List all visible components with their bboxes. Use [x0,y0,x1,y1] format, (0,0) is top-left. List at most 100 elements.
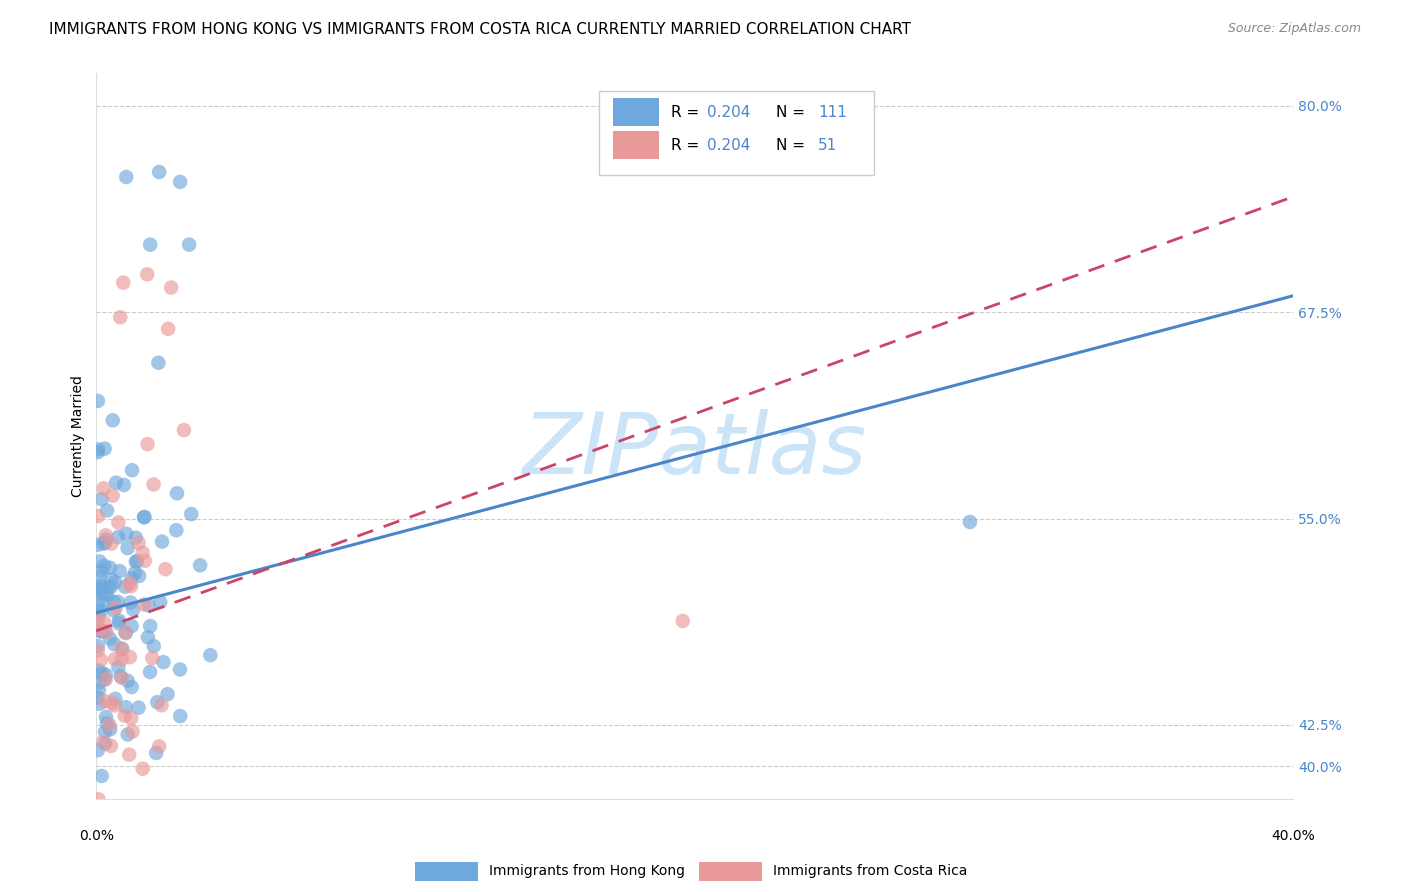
Point [145,746,167,760]
Point [120,579,142,593]
Point [115,526,138,541]
Point [136,437,159,451]
Point [90,564,112,578]
Text: N =: N = [776,105,810,120]
Point [90,665,112,680]
Point [90,604,112,618]
Point [108,614,131,628]
Point [94,587,117,601]
Point [87,639,110,653]
Point [87,643,110,657]
Point [148,739,170,754]
Point [93,442,115,456]
Text: 0.204: 0.204 [707,138,749,153]
Point [117,541,139,555]
Text: 0.204: 0.204 [707,105,749,120]
Point [112,478,135,492]
Point [142,477,165,491]
Point [108,564,131,578]
Point [89,624,111,638]
Point [90,769,112,783]
Point [94,710,117,724]
Point [136,631,159,645]
Point [96,588,118,602]
Point [104,652,127,666]
Point [136,268,159,282]
Point [87,538,110,552]
Point [169,709,191,723]
Text: ZIPatlas: ZIPatlas [523,409,868,492]
Point [104,691,127,706]
Point [93,734,115,748]
Point [114,708,136,723]
Point [122,602,145,616]
Point [101,413,124,427]
Point [114,580,136,594]
FancyBboxPatch shape [599,91,875,175]
Point [173,423,195,437]
Text: N =: N = [776,138,810,153]
Point [103,595,125,609]
Point [105,475,128,490]
Point [188,558,211,573]
Point [111,652,134,666]
Point [177,237,200,252]
Text: R =: R = [671,105,704,120]
Point [98,560,121,574]
Point [89,675,111,690]
Point [132,598,155,612]
Point [89,622,111,636]
Point [90,579,112,593]
Point [87,597,110,611]
Point [138,599,160,613]
Point [87,608,110,623]
Point [125,531,148,545]
Point [96,716,118,731]
Point [107,616,129,631]
Point [87,743,110,757]
Point [121,463,143,477]
Point [87,585,110,599]
Point [94,535,117,549]
Point [139,619,162,633]
Point [100,536,122,550]
Point [139,237,162,252]
Point [98,632,121,646]
Point [87,613,110,627]
Point [128,700,150,714]
Text: 51: 51 [818,138,837,153]
Point [156,687,179,701]
Point [124,566,146,580]
Point [87,683,110,698]
Point [121,571,143,585]
Point [93,536,115,550]
Point [114,700,136,714]
Point [166,486,188,500]
Point [131,762,153,776]
Point [125,555,148,569]
Point [110,669,132,683]
Point [89,583,111,598]
Point [148,165,170,179]
Point [128,536,150,550]
Point [98,718,121,732]
Point [110,310,132,325]
Point [115,169,138,184]
Point [150,534,173,549]
Point [103,698,125,713]
Point [152,655,174,669]
Point [120,711,142,725]
Point [107,595,129,609]
Point [672,614,695,628]
Point [111,671,134,685]
Point [90,492,112,507]
Point [134,509,156,524]
Point [87,393,110,408]
Y-axis label: Currently Married: Currently Married [72,376,86,497]
Point [87,690,110,705]
Point [155,562,177,576]
Point [96,625,118,640]
Point [100,573,122,587]
Point [117,727,139,741]
Point [94,672,117,686]
